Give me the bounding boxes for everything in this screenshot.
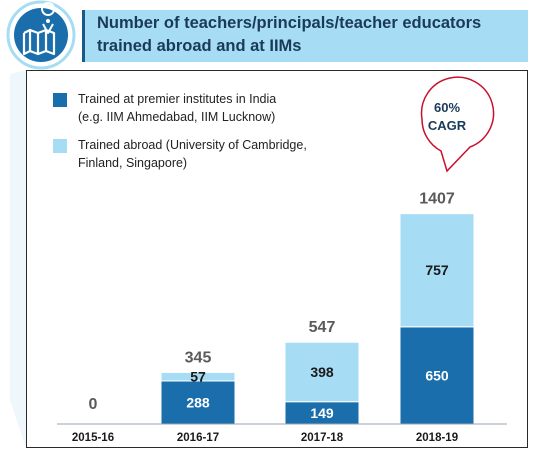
bar-india-2016-17 bbox=[160, 380, 236, 425]
cagr-label: 60% CAGR bbox=[417, 99, 477, 135]
map-icon bbox=[22, 2, 56, 56]
bar-abroad-2018-19 bbox=[399, 213, 475, 328]
bar-label-india-2016-17: 288 bbox=[186, 394, 210, 410]
x-tick-label-2018-19: 2018-19 bbox=[416, 432, 458, 444]
cagr-text: CAGR bbox=[427, 118, 467, 133]
cagr-value: 60% bbox=[433, 100, 461, 115]
legend-swatch-abroad bbox=[53, 139, 67, 153]
bar-abroad-2017-18 bbox=[284, 341, 360, 403]
total-label-2016-17: 345 bbox=[185, 349, 212, 366]
side-ribbon bbox=[10, 70, 26, 448]
chart-title-line-2: trained abroad and at IIMs bbox=[97, 37, 302, 55]
bar-label-abroad-2018-19: 757 bbox=[425, 262, 449, 278]
legend-label-india-line-2: (e.g. IIM Ahmedabad, IIM Lucknow) bbox=[78, 110, 276, 124]
bars-group: 0 2015-16 288 57 345 2016-17 149 398 547 2017-18 6… bbox=[72, 191, 475, 444]
bar-india-2018-19 bbox=[399, 326, 475, 425]
legend-label-abroad-line-2: Finland, Singapore) bbox=[78, 156, 188, 170]
x-tick-label-2016-17: 2016-17 bbox=[177, 432, 219, 444]
chart-title-box: Number of teachers/principals/teacher ed… bbox=[82, 10, 528, 62]
legend-swatch-india bbox=[53, 93, 67, 107]
bar-label-india-2018-19: 650 bbox=[425, 367, 449, 383]
legend-label-india-line-1: Trained at premier institutes in India bbox=[78, 92, 277, 106]
x-tick-label-2017-18: 2017-18 bbox=[301, 432, 344, 444]
cagr-callout-shape bbox=[420, 76, 495, 173]
chart-panel: Trained at premier institutes in India (… bbox=[26, 70, 528, 448]
legend-item-india: Trained at premier institutes in India (… bbox=[53, 90, 276, 126]
legend-label-abroad-line-1: Trained abroad (University of Cambridge, bbox=[78, 138, 307, 152]
bar-chart: 0 2015-16 288 57 345 2016-17 149 398 547 2017-18 6… bbox=[57, 76, 507, 444]
cagr-callout bbox=[420, 76, 495, 173]
bar-label-abroad-2017-18: 398 bbox=[310, 364, 334, 380]
bar-label-abroad-2016-17: 57 bbox=[190, 369, 206, 385]
bar-abroad-2016-17 bbox=[160, 371, 236, 382]
bar-label-india-2017-18: 149 bbox=[310, 405, 334, 421]
chart-title-line-1: Number of teachers/principals/teacher ed… bbox=[97, 14, 482, 32]
total-label-2018-19: 1407 bbox=[419, 191, 455, 208]
legend-item-abroad: Trained abroad (University of Cambridge,… bbox=[53, 136, 307, 172]
x-tick-label-2015-16: 2015-16 bbox=[72, 432, 114, 444]
total-label-2017-18: 547 bbox=[309, 319, 336, 336]
legend-label-india: Trained at premier institutes in India (… bbox=[78, 90, 276, 126]
legend-label-abroad: Trained abroad (University of Cambridge,… bbox=[78, 136, 307, 172]
total-label-2015-16: 0 bbox=[89, 396, 98, 413]
